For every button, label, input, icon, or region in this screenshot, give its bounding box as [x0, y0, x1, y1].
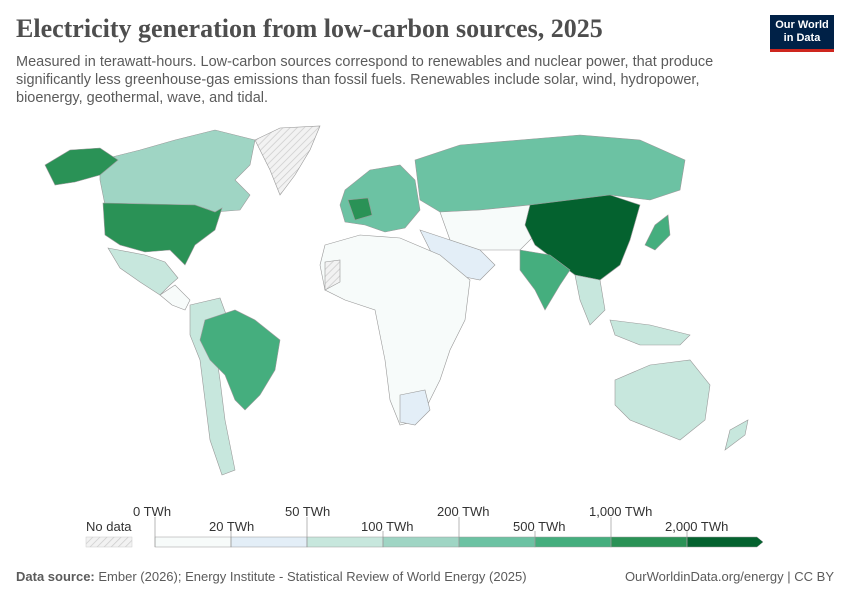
- source-label: Data source:: [16, 569, 95, 584]
- legend-label: 50 TWh: [285, 504, 330, 519]
- legend-label: 1,000 TWh: [589, 504, 652, 519]
- legend-bin: [610, 536, 688, 548]
- source-text: Ember (2026); Energy Institute - Statist…: [98, 569, 527, 584]
- indonesia: [609, 319, 691, 346]
- footer-url[interactable]: OurWorldinData.org/energy | CC BY: [624, 569, 834, 584]
- legend-bin: [154, 536, 232, 548]
- no-data-swatch: [85, 536, 133, 548]
- france: [347, 197, 373, 221]
- brazil: [199, 309, 281, 411]
- legend-label: 200 TWh: [437, 504, 490, 519]
- south-africa: [399, 389, 431, 426]
- alaska: [44, 147, 119, 186]
- logo-line: Our World: [775, 19, 829, 31]
- greenland: [254, 125, 321, 196]
- footer-source: Data source: Ember (2026); Energy Instit…: [16, 569, 527, 584]
- western-sahara: [324, 259, 341, 291]
- legend-bin: [230, 536, 308, 548]
- logo[interactable]: Our World in Data: [770, 15, 834, 52]
- legend-label: 500 TWh: [513, 519, 566, 534]
- world-map: [44, 125, 749, 476]
- legend-label: 100 TWh: [361, 519, 414, 534]
- africa: [319, 234, 471, 426]
- russia: [414, 134, 686, 213]
- legend-label: 20 TWh: [209, 519, 254, 534]
- southeast-asia: [574, 274, 606, 326]
- japan: [644, 214, 671, 251]
- legend-bin: [382, 536, 460, 548]
- new-zealand: [724, 419, 749, 451]
- legend-label: 2,000 TWh: [665, 519, 728, 534]
- canada: [99, 129, 256, 213]
- legend-bin: [534, 536, 612, 548]
- title: Electricity generation from low-carbon s…: [16, 14, 603, 43]
- australia: [614, 359, 711, 441]
- legend-label: 0 TWh: [133, 504, 171, 519]
- india: [519, 249, 571, 311]
- legend-bin: [686, 536, 764, 548]
- united-states: [102, 202, 223, 266]
- legend-bin: [306, 536, 384, 548]
- no-data-label: No data: [86, 519, 132, 534]
- logo-line: in Data: [783, 32, 821, 44]
- legend: No data 0 TWh 20 TWh 50 TWh 100 TWh 200 TWh 5…: [85, 504, 764, 548]
- europe: [339, 164, 421, 233]
- legend-bin: [458, 536, 536, 548]
- mexico: [107, 247, 179, 296]
- subtitle: Measured in terawatt-hours. Low-carbon s…: [16, 54, 714, 106]
- central-america: [159, 284, 191, 311]
